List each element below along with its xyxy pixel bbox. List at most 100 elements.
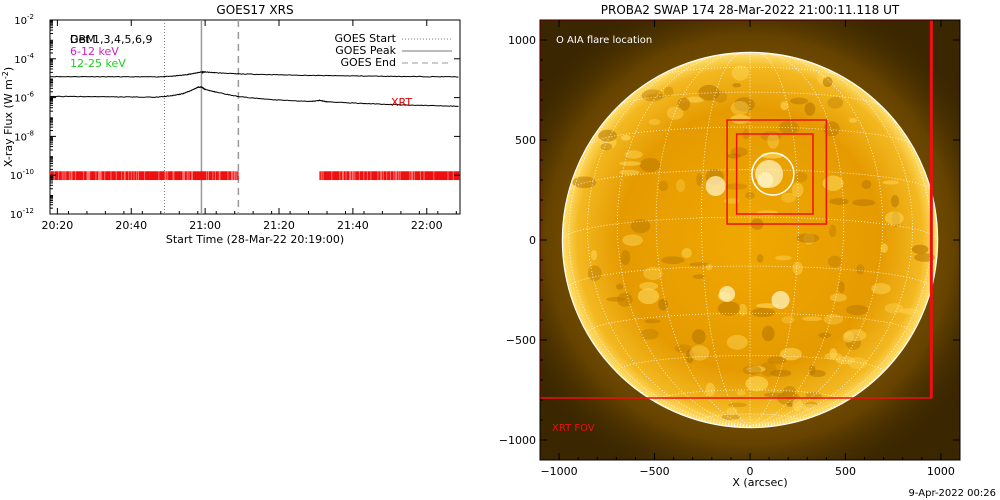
solar-surface-feature xyxy=(882,180,899,185)
goes-y-tick-label: 10-2 xyxy=(14,13,34,27)
solar-surface-feature xyxy=(756,254,764,263)
aia-flare-circle xyxy=(751,152,795,196)
solar-surface-feature xyxy=(661,256,685,265)
latitude-gridline xyxy=(562,216,938,241)
solar-surface-feature xyxy=(829,293,847,302)
solar-surface-feature xyxy=(770,369,792,377)
xrt-coverage-band-1 xyxy=(50,171,239,181)
solar-surface-feature xyxy=(767,133,780,149)
solar-surface-feature xyxy=(685,348,695,364)
solar-surface-feature xyxy=(731,65,750,81)
solar-surface-feature xyxy=(823,121,840,137)
solar-surface-feature xyxy=(600,143,613,151)
solar-surface-feature xyxy=(845,334,862,350)
solar-surface-feature xyxy=(852,199,876,207)
xrt-pointing-box-1 xyxy=(726,119,828,225)
solar-surface-feature xyxy=(827,96,844,109)
solar-surface-feature xyxy=(745,191,755,200)
swap-image-title: PROBA2 SWAP 174 28-Mar-2022 21:00:11.118… xyxy=(601,3,900,17)
solar-surface-feature xyxy=(630,219,651,234)
latitude-gridline xyxy=(616,91,884,109)
latitude-gridline xyxy=(568,169,932,192)
swap-y-tick-label: 0 xyxy=(529,234,536,247)
active-region xyxy=(757,172,774,188)
goes-y-tick-label: 10-8 xyxy=(14,129,34,143)
legend-gbm-overlay: GBM xyxy=(70,33,96,46)
solar-surface-feature xyxy=(736,390,746,396)
solar-surface-feature xyxy=(677,97,691,111)
solar-surface-feature xyxy=(778,120,799,135)
solar-surface-feature xyxy=(809,370,826,378)
solar-surface-feature xyxy=(786,402,795,408)
goes-y-tick-label: 10-12 xyxy=(10,207,34,221)
solar-surface-feature xyxy=(721,413,740,421)
solar-surface-feature xyxy=(822,76,833,88)
longitude-gridline xyxy=(749,52,845,427)
solar-surface-feature xyxy=(775,255,792,261)
solar-surface-feature xyxy=(619,161,642,166)
longitude-gridline xyxy=(749,210,939,427)
solar-surface-feature xyxy=(767,356,787,365)
solar-surface-feature xyxy=(823,313,844,325)
solar-surface-feature xyxy=(681,248,692,259)
solar-surface-feature xyxy=(829,348,838,360)
xrt-label: XRT xyxy=(391,96,412,109)
swap-x-tick-label: 500 xyxy=(835,465,856,478)
xrt-coverage-band-2 xyxy=(318,171,460,181)
solar-surface-feature xyxy=(884,303,904,314)
solar-surface-feature xyxy=(587,265,602,282)
solar-surface-feature xyxy=(643,266,663,281)
swap-y-tick-label: 1000 xyxy=(508,34,536,47)
solar-surface-feature xyxy=(844,329,867,342)
latitude-gridline xyxy=(616,355,884,372)
legend-12-25kev: 12-25 keV xyxy=(70,57,126,70)
solar-surface-feature xyxy=(726,407,738,416)
longitude-gridline xyxy=(561,210,751,427)
solar-surface-feature xyxy=(730,101,750,116)
solar-surface-feature xyxy=(792,261,803,275)
solar-surface-feature xyxy=(846,304,869,316)
latitude-gridline xyxy=(587,312,913,334)
solar-surface-feature xyxy=(838,281,845,294)
solar-surface-feature xyxy=(848,118,858,123)
goes-plot-frame xyxy=(49,19,461,215)
solar-surface-feature xyxy=(572,176,597,189)
goes-x-axis-label: Start Time (28-Mar-22 20:19:00) xyxy=(166,233,344,246)
solar-surface-feature xyxy=(804,102,816,116)
footer-timestamp: 9-Apr-2022 00:26 xyxy=(909,488,996,499)
solar-surface-feature xyxy=(640,328,659,340)
solar-surface-feature xyxy=(763,392,785,398)
solar-surface-feature xyxy=(644,318,661,324)
swap-x-tick-label: −500 xyxy=(639,465,669,478)
solar-surface-feature xyxy=(884,211,904,225)
solar-surface-feature xyxy=(842,331,855,343)
swap-y-tick-label: −500 xyxy=(506,334,536,347)
swap-y-tick-label: −1000 xyxy=(499,434,536,447)
solar-surface-feature xyxy=(622,234,643,246)
solar-surface-feature xyxy=(827,255,842,268)
legend-goes-end: GOES End xyxy=(340,56,396,69)
solar-surface-feature xyxy=(745,376,769,392)
solar-surface-feature xyxy=(732,83,742,88)
goes-flux-series-2 xyxy=(50,86,459,107)
solar-surface-feature xyxy=(761,325,775,342)
solar-surface-feature xyxy=(663,86,674,97)
swap-x-axis-label: X (arcsec) xyxy=(732,476,787,489)
solar-surface-feature xyxy=(822,175,844,191)
longitude-gridline xyxy=(749,52,800,427)
solar-surface-feature xyxy=(616,283,624,290)
solar-surface-feature xyxy=(733,97,755,112)
solar-surface-feature xyxy=(685,96,705,103)
xrt-pointing-box-2 xyxy=(735,133,814,215)
goes-x-tick-label: 21:40 xyxy=(337,219,369,232)
solar-surface-feature xyxy=(639,282,659,291)
solar-surface-feature xyxy=(742,365,762,375)
solar-surface-feature xyxy=(835,356,855,365)
solar-surface-feature xyxy=(689,345,710,361)
solar-surface-feature xyxy=(717,301,741,316)
solar-surface-feature xyxy=(689,262,710,267)
solar-surface-feature xyxy=(791,182,804,198)
solar-surface-feature xyxy=(899,308,923,315)
solar-surface-feature xyxy=(890,194,900,208)
goes-x-tick-label: 22:00 xyxy=(411,219,443,232)
